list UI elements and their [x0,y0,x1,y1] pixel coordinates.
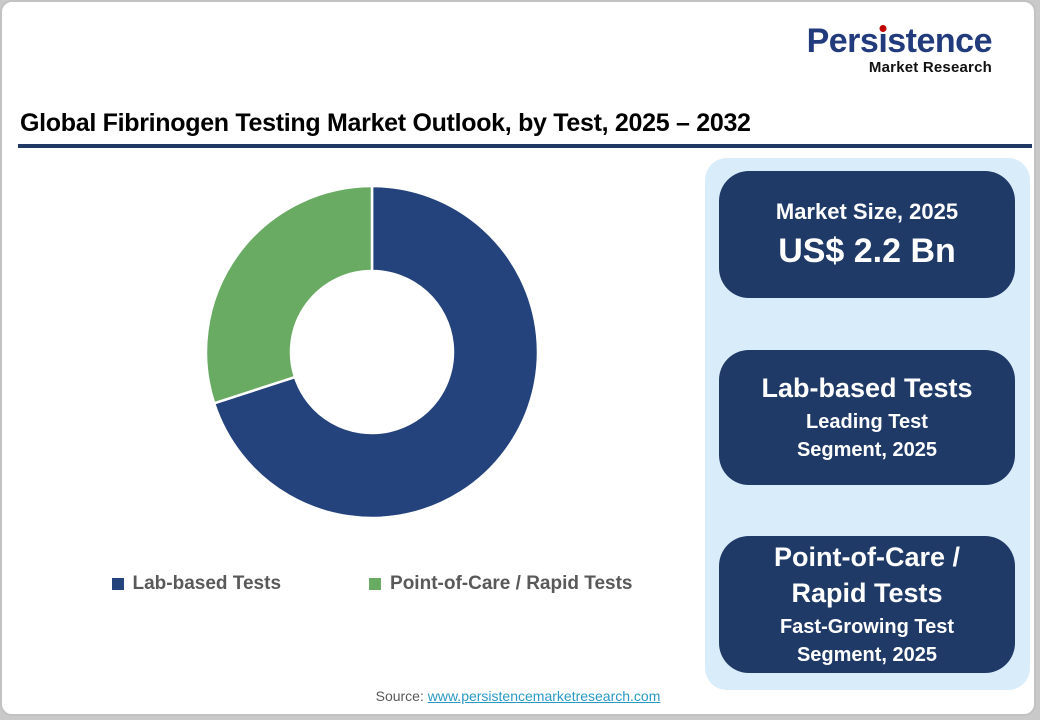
brand-i: ı [878,24,887,58]
market-size-label: Market Size, 2025 [776,198,958,227]
donut-slice-0 [212,184,540,520]
brand-logo: Persı stence Market Research [806,22,993,76]
leading-segment-subtitle: Leading Test Segment, 2025 [797,408,937,464]
title-underline [18,144,1032,148]
page-title: Global Fibrinogen Testing Market Outlook… [20,109,751,137]
legend-label: Lab-based Tests [132,573,282,594]
leading-segment-subtitle-line: Segment, 2025 [796,439,938,462]
fast-growing-subtitle-line: Segment, 2025 [796,643,938,666]
leading-segment-title: Lab-based Tests [761,371,972,406]
market-size-value-text: US$ 2.2 Bn [778,231,956,270]
fast-growing-segment-box: Point-of-Care / Rapid Tests Fast-Growing… [719,536,1015,673]
fast-growing-segment-subtitle: Fast-Growing Test Segment, 2025 [780,613,954,669]
chart-legend: Lab-based Tests Point-of-Care / Rapid Te… [22,573,722,595]
brand-part: stence [887,22,992,60]
market-size-label-text: Market Size, 2025 [775,199,959,225]
source-label: Source: [375,688,424,704]
source-link[interactable]: www.persistencemarketresearch.com [427,688,661,704]
market-size-box: Market Size, 2025 US$ 2.2 Bn [719,171,1015,298]
brand-tagline: Market Research [868,59,992,76]
brand-part: Pers [806,22,879,60]
source-line: Source: www.persistencemarketresearch.co… [2,688,1034,704]
red-dot-icon [879,25,887,32]
legend-item-point-of-care: Point-of-Care / Rapid Tests [369,573,632,595]
fast-growing-title-line: Point-of-Care / [774,542,960,573]
donut-chart [204,184,540,520]
leading-segment-subtitle-line: Leading Test [806,411,928,434]
market-size-value: US$ 2.2 Bn [778,232,956,271]
legend-item-lab-based: Lab-based Tests [111,573,282,595]
fast-growing-title-line: Rapid Tests [791,577,943,608]
brand-part: ı [878,22,888,60]
leading-segment-box: Lab-based Tests Leading Test Segment, 20… [719,350,1015,485]
highlight-panel: Market Size, 2025 US$ 2.2 Bn Lab-based T… [705,158,1030,690]
donut-slice-1 [204,184,374,405]
fast-growing-segment-title: Point-of-Care / Rapid Tests [774,540,960,610]
leading-segment-title-text: Lab-based Tests [761,372,973,403]
brand-name: Persı stence [806,22,993,60]
fast-growing-subtitle-line: Fast-Growing Test [779,615,955,638]
legend-swatch-green [369,578,382,590]
legend-swatch-blue [111,578,124,590]
legend-label: Point-of-Care / Rapid Tests [390,573,633,594]
